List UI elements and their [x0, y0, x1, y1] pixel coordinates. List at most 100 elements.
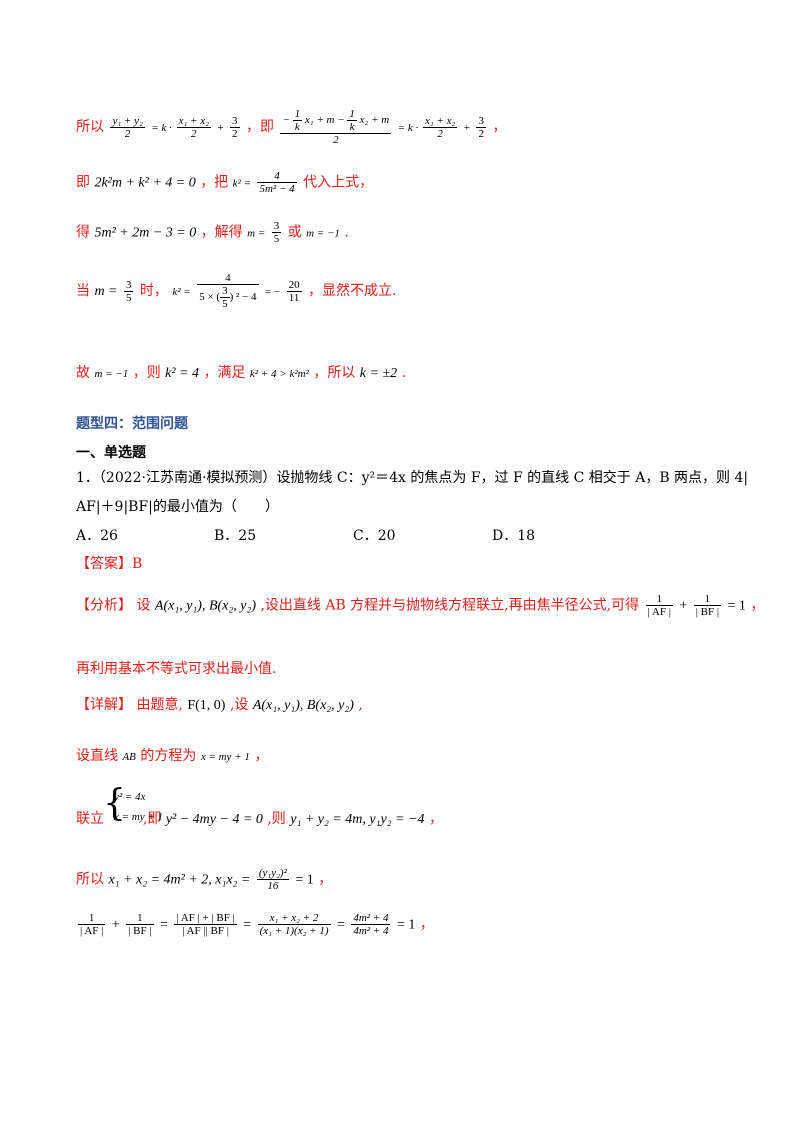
text: ，	[428, 811, 443, 827]
text: ,	[358, 697, 363, 713]
fraction: x₁ + x₂ 2	[176, 114, 211, 140]
text: 时，	[139, 283, 168, 299]
section-title: 题型四：范围问题	[76, 416, 188, 432]
text: ，解得	[200, 224, 243, 241]
math: = k ·	[151, 122, 175, 134]
math: = k ·	[397, 122, 421, 134]
fraction: 4m² + 4 4m² + 4	[351, 912, 391, 937]
detail-line-2: 设直线 AB 的方程为 x = my + 1 ，	[76, 745, 268, 765]
fraction: (y₁y₂)² 16	[256, 867, 289, 892]
math: +	[111, 917, 120, 933]
text: ，	[492, 119, 507, 135]
text: 由题意,	[136, 697, 183, 713]
system-eq-2: x = my + 1	[114, 811, 164, 823]
text: 即	[76, 174, 90, 191]
math: k² + 4 > k²m²	[249, 368, 309, 380]
text: ，	[318, 871, 333, 888]
sub-title: 一、单选题	[76, 445, 146, 461]
answer-label: 【答案】	[76, 556, 132, 572]
fraction: x₁ + x₂ + 2 (x₁ + 1)(x₂ + 1)	[257, 912, 331, 937]
text: ，	[254, 748, 269, 764]
fraction: 20 11	[286, 278, 302, 304]
text: ,设出直线 AB 方程并与抛物线方程联立,再由焦半径公式,可得	[260, 597, 640, 614]
math: = −	[264, 286, 281, 298]
math: y₁ + y₂ = 4m, y₁y₂ = −4	[290, 812, 425, 827]
text: 当	[76, 283, 90, 299]
fraction: 1 | AF |	[645, 593, 673, 618]
text: 所以	[76, 871, 104, 888]
text: 故	[76, 365, 90, 381]
math: AB	[122, 751, 136, 763]
math: A(x₁, y₁), B(x₂, y₂)	[154, 598, 256, 614]
math: m = −1	[94, 368, 129, 380]
text: ,即	[142, 811, 162, 827]
text: ，即	[245, 119, 274, 135]
detail-line-3: 联立 ,即 y² − 4my − 4 = 0 ,则 y₁ + y₂ = 4m, …	[76, 808, 443, 828]
text: ,设	[229, 697, 249, 713]
fraction: 1 | BF |	[693, 593, 722, 618]
text: 或	[287, 224, 302, 241]
text: 设直线	[76, 748, 118, 764]
option-b: B．25	[214, 528, 257, 544]
fraction: 1 | AF |	[78, 912, 106, 937]
text: 得	[76, 224, 90, 241]
math: =	[336, 917, 345, 933]
fraction: | AF | + | BF | | AF || BF |	[174, 912, 237, 937]
line-conclusion: 故 m = −1 ，则 k² = 4 ，满足 k² + 4 > k²m² ，所以…	[76, 362, 406, 382]
detail-label: 【详解】	[76, 697, 132, 713]
analysis-line: 【分析】 设 A(x₁, y₁), B(x₂, y₂) ,设出直线 AB 方程并…	[76, 593, 764, 618]
math: =	[159, 917, 168, 933]
math: m =	[247, 227, 266, 240]
math: y² − 4my − 4 = 0	[165, 812, 263, 827]
system-brace: {	[103, 783, 126, 824]
math: = 1	[396, 917, 416, 933]
math: m = −1	[306, 227, 340, 240]
detail-line: 【详解】 由题意, F(1, 0) ,设 A(x₁, y₁), B(x₂, y₂…	[76, 694, 363, 714]
text: 代入上式，	[303, 174, 374, 191]
text: ，	[750, 597, 765, 614]
detail-line-4: 所以 x₁ + x₂ = 4m² + 2, x₁x₂ = (y₁y₂)² 16 =…	[76, 867, 332, 892]
math: x = my + 1	[200, 751, 250, 763]
math: x₁ + x₂ = 4m² + 2, x₁x₂ =	[108, 872, 251, 888]
text: .	[344, 224, 349, 241]
option-c: C．20	[353, 528, 396, 544]
math: F(1, 0)	[187, 698, 226, 713]
math: m =	[94, 284, 118, 299]
option-d: D．18	[492, 528, 536, 544]
fraction: 1 | BF |	[126, 912, 154, 937]
text: ，所以	[313, 365, 356, 381]
answer-value: B	[132, 556, 143, 572]
text: ,则	[267, 811, 286, 827]
math: +	[679, 598, 688, 614]
question-line-2: AF|＋9|BF|的最小值为（ ）	[76, 499, 279, 515]
text: ，	[419, 916, 434, 933]
system-eq-1: y² = 4x	[114, 791, 146, 803]
detail-line-5: 1 | AF | + 1 | BF | = | AF | + | BF | | AF …	[76, 912, 434, 937]
text: 的方程为	[140, 748, 197, 764]
fraction: x₁ + x₂ 2	[422, 114, 458, 140]
fraction: 4 5m² − 4	[257, 170, 297, 195]
option-a: A．26	[76, 528, 118, 544]
math: k² = 4	[165, 366, 200, 381]
fraction: y₁ + y₂ 2	[110, 114, 145, 140]
math: A(x₁, y₁), B(x₂, y₂)	[252, 698, 354, 713]
math: k² =	[232, 177, 251, 190]
math: 5m² + 2m − 3 = 0	[94, 225, 197, 241]
text: 设	[136, 597, 151, 614]
text: 联立	[76, 811, 104, 827]
math: = 1	[727, 598, 746, 614]
text: ，则	[132, 365, 161, 381]
math: =	[243, 917, 252, 933]
line-substitute: 即 2k²m + k² + 4 = 0 ，把 k² = 4 5m² − 4 代入上…	[76, 170, 373, 195]
text: ，显然不成立.	[308, 283, 397, 299]
analysis-label: 【分析】	[76, 597, 132, 614]
text: .	[401, 365, 407, 381]
math: = 1	[295, 872, 314, 888]
big-fraction: 4 5 × (3 5) ² − 4	[197, 272, 259, 310]
